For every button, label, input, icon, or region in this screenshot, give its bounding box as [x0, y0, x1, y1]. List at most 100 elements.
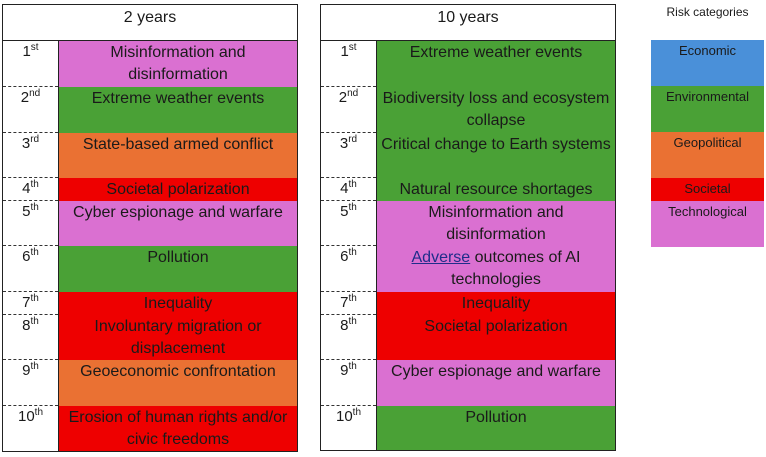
rank-suffix: th — [30, 293, 39, 304]
panel-title: 10 years — [320, 4, 616, 40]
ranking-table: 1st Misinformation and disinformation 2nd E… — [2, 40, 298, 452]
rank-number: 1st — [2, 40, 59, 87]
rank-number: 4th — [320, 177, 377, 201]
rank-row: 5th Misinformation and disinformation — [320, 200, 616, 246]
rank-row: 3rd Critical change to Earth systems — [320, 132, 616, 178]
risk-name: Misinformation and disinformation — [58, 40, 298, 87]
rank-digit: 8 — [340, 317, 349, 334]
rank-digit: 5 — [340, 203, 349, 220]
rank-digit: 9 — [340, 362, 349, 379]
rank-suffix: th — [30, 202, 39, 213]
rank-number: 6th — [2, 245, 59, 292]
risk-name: Societal polarization — [376, 314, 616, 360]
rank-suffix: th — [348, 316, 357, 327]
rank-number: 10th — [2, 405, 59, 452]
legend-swatch-economic: Economic — [651, 40, 764, 86]
rank-number: 8th — [320, 314, 377, 360]
legend-swatches: Economic Environmental Geopolitical Societa… — [651, 40, 764, 247]
risk-name: Societal polarization — [58, 177, 298, 201]
rank-row: 8th Involuntary migration or displacement — [2, 314, 298, 360]
rank-row: 7th Inequality — [2, 291, 298, 315]
rank-number: 2nd — [320, 86, 377, 133]
rank-suffix: st — [348, 42, 357, 53]
rank-digit: 5 — [22, 203, 31, 220]
rank-row: 6th Pollution — [2, 245, 298, 292]
rank-number: 9th — [2, 359, 59, 406]
rank-suffix: th — [30, 316, 39, 327]
rank-suffix: th — [30, 247, 39, 258]
rank-number: 2nd — [2, 86, 59, 133]
rank-suffix: th — [34, 407, 44, 418]
rank-row: 2nd Extreme weather events — [2, 86, 298, 133]
risk-name: Inequality — [376, 291, 616, 315]
rank-suffix: st — [30, 42, 39, 53]
rank-suffix: th — [30, 361, 39, 372]
rank-row: 9th Cyber espionage and warfare — [320, 359, 616, 406]
rank-number: 1st — [320, 40, 377, 87]
rank-digit: 6 — [22, 248, 31, 265]
rank-suffix: th — [348, 247, 357, 258]
risk-name: Critical change to Earth systems — [376, 132, 616, 178]
legend-swatch-technological: Technological — [651, 201, 764, 247]
risk-name: Cyber espionage and warfare — [376, 359, 616, 406]
rank-row: 7th Inequality — [320, 291, 616, 315]
rank-suffix: th — [30, 179, 39, 190]
rank-row: 6th Adverse outcomes of AI technologies — [320, 245, 616, 292]
rank-digit: 4 — [340, 180, 349, 197]
rank-number: 6th — [320, 245, 377, 292]
rank-row: 4th Societal polarization — [2, 177, 298, 201]
risk-name: Pollution — [376, 405, 616, 451]
risk-name: Biodiversity loss and ecosystem collapse — [376, 86, 616, 133]
rank-number: 4th — [2, 177, 59, 201]
rank-number: 5th — [320, 200, 377, 246]
rank-row: 2nd Biodiversity loss and ecosystem colla… — [320, 86, 616, 133]
rank-number: 7th — [2, 291, 59, 315]
rank-number: 8th — [2, 314, 59, 360]
rank-digit: 8 — [22, 317, 31, 334]
ranking-table: 1st Extreme weather events 2nd Biodiversity… — [320, 40, 616, 451]
risk-name: Erosion of human rights and/or civic fre… — [58, 405, 298, 452]
rank-number: 7th — [320, 291, 377, 315]
rank-number: 3rd — [320, 132, 377, 178]
rank-suffix: th — [352, 407, 362, 418]
rank-row: 8th Societal polarization — [320, 314, 616, 360]
rank-digit: 9 — [22, 362, 31, 379]
rank-digit: 2 — [20, 89, 30, 106]
two-year-panel: 2 years 1st Misinformation and disinforma… — [2, 4, 298, 452]
rank-suffix: th — [348, 202, 357, 213]
ten-year-panel: 10 years 1st Extreme weather events 2nd Bio… — [320, 4, 616, 451]
risk-name: Natural resource shortages — [376, 177, 616, 201]
rank-suffix: th — [348, 293, 357, 304]
rank-suffix: rd — [348, 134, 358, 145]
rank-suffix: th — [348, 179, 357, 190]
rank-digit: 3 — [21, 135, 31, 152]
risk-name: Geoeconomic confrontation — [58, 359, 298, 406]
risk-name: Adverse outcomes of AI technologies — [376, 245, 616, 292]
rank-suffix: nd — [29, 88, 41, 99]
legend-swatch-geopolitical: Geopolitical — [651, 132, 764, 178]
rank-digit: 3 — [339, 135, 349, 152]
rank-suffix: th — [348, 361, 357, 372]
rank-number: 3rd — [2, 132, 59, 178]
rank-digit: 2 — [338, 89, 348, 106]
risk-name: Inequality — [58, 291, 298, 315]
rank-row: 3rd State-based armed conflict — [2, 132, 298, 178]
rank-digit: 7 — [22, 294, 31, 311]
rank-row: 10th Pollution — [320, 405, 616, 451]
risk-name: Misinformation and disinformation — [376, 200, 616, 246]
rank-digit: 1 — [22, 43, 31, 60]
rank-number: 9th — [320, 359, 377, 406]
rank-row: 5th Cyber espionage and warfare — [2, 200, 298, 246]
rank-row: 1st Extreme weather events — [320, 40, 616, 87]
rank-row: 10th Erosion of human rights and/or civic… — [2, 405, 298, 452]
underlined-word: Adverse — [411, 248, 471, 266]
rank-number: 5th — [2, 200, 59, 246]
rank-row: 1st Misinformation and disinformation — [2, 40, 298, 87]
rank-digit: 7 — [340, 294, 349, 311]
risk-name: Cyber espionage and warfare — [58, 200, 298, 246]
risk-name: Involuntary migration or displacement — [58, 314, 298, 360]
rank-row: 4th Natural resource shortages — [320, 177, 616, 201]
rank-digit: 10 — [17, 408, 35, 425]
rank-suffix: rd — [30, 134, 40, 145]
rank-digit: 10 — [335, 408, 353, 425]
